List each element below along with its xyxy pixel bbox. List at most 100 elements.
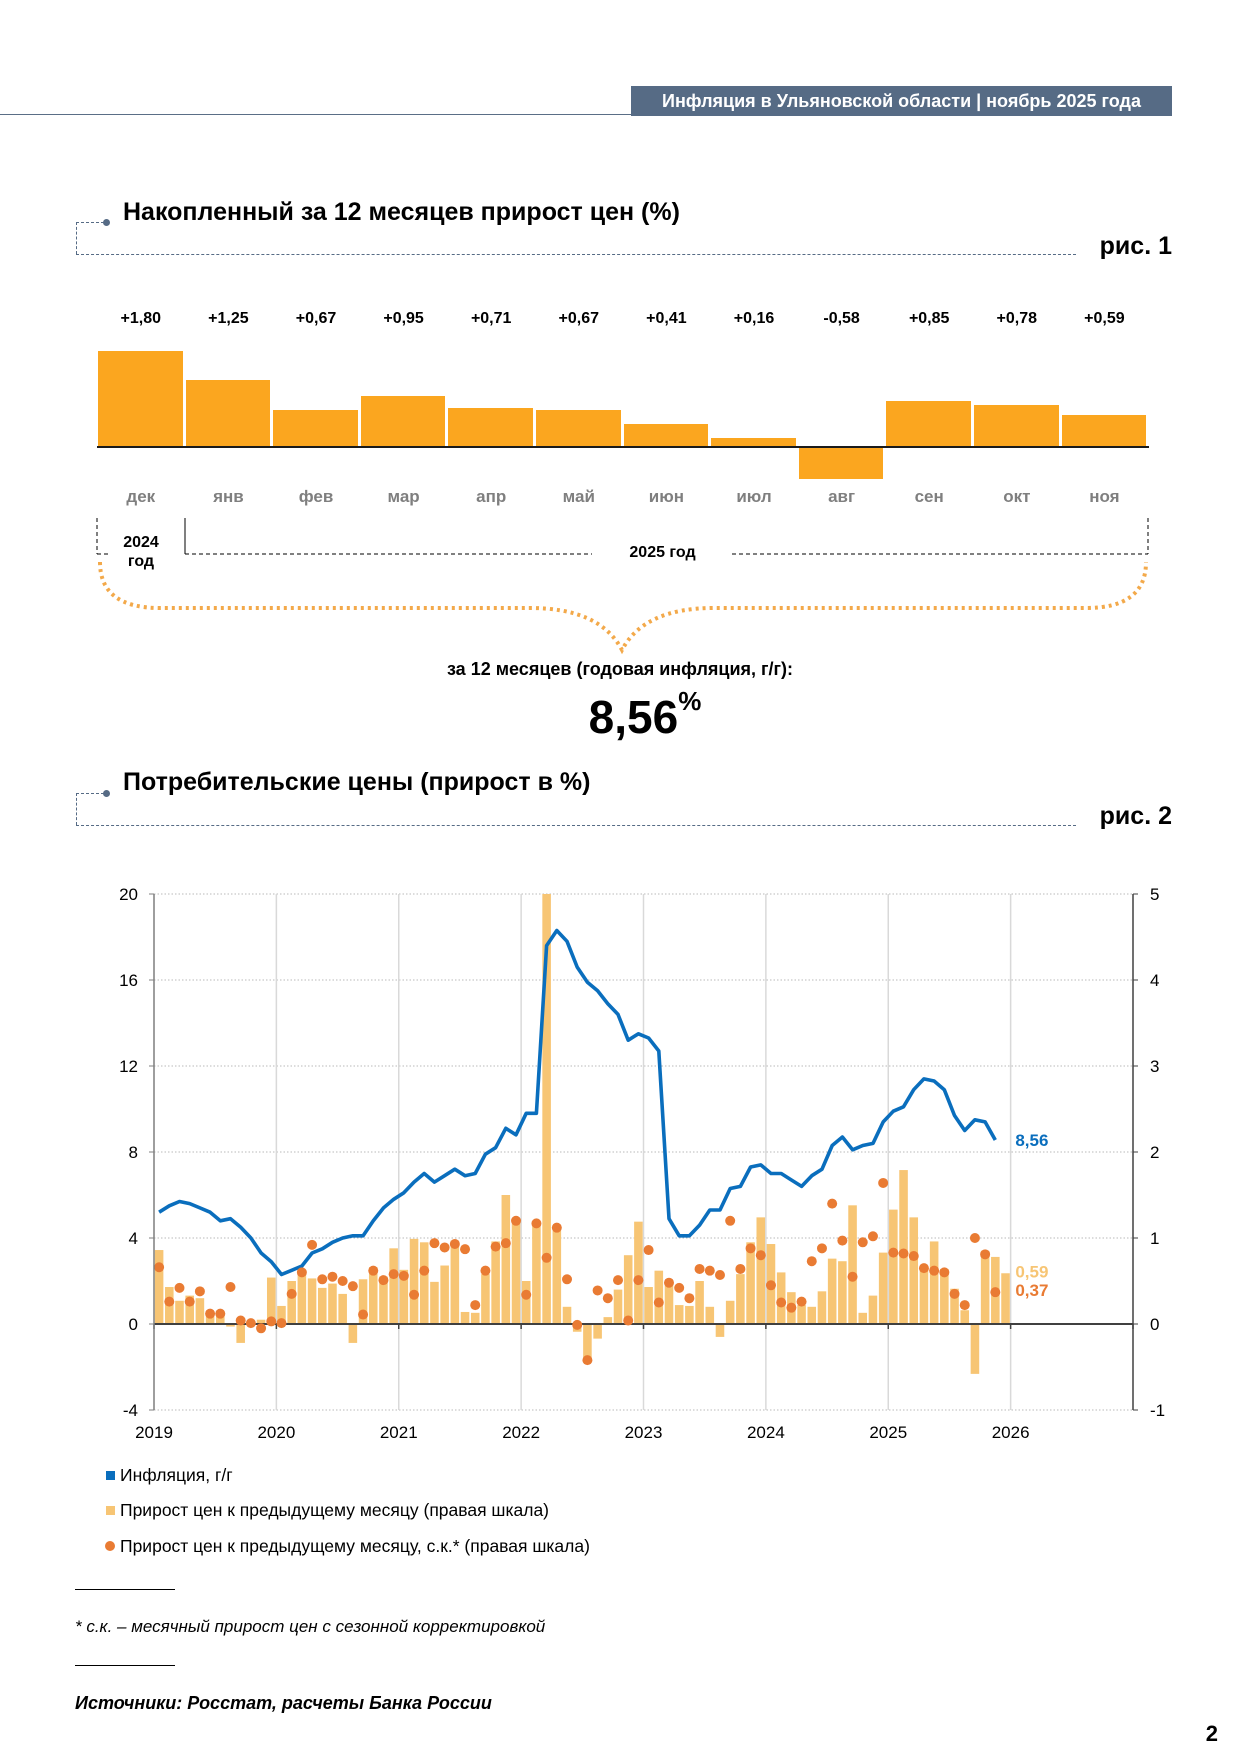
mom-sa-dot <box>786 1302 797 1313</box>
brace-icon <box>98 561 1148 655</box>
legend-square-icon <box>106 1506 115 1515</box>
mom-bar <box>603 1317 613 1324</box>
figure1-month-label: фев <box>298 487 334 506</box>
mom-sa-dot <box>939 1267 950 1278</box>
mom-sa-dot <box>194 1286 205 1297</box>
mom-sa-dot <box>531 1218 542 1229</box>
mom-bar <box>623 1255 633 1324</box>
mom-bar <box>685 1305 694 1324</box>
mom-bar <box>613 1289 623 1324</box>
mom-sa-dot <box>154 1262 165 1273</box>
mom-sa-dot <box>857 1237 868 1248</box>
year-2025-label: 2025 год <box>629 544 696 561</box>
mom-sa-end-label: 0,37 <box>1015 1281 1048 1300</box>
legend-square-icon <box>106 1471 115 1480</box>
mom-sa-dot <box>215 1308 226 1319</box>
mom-sa-dot <box>378 1275 389 1286</box>
mom-sa-dot <box>286 1288 297 1299</box>
legend-label: Прирост цен к предыдущему месяцу, с.к.* … <box>120 1536 590 1556</box>
mom-sa-dot <box>562 1274 573 1285</box>
right-tick-label: 0 <box>1150 1315 1159 1334</box>
year-2024-text: 2024 год <box>123 534 159 570</box>
mom-sa-dot <box>704 1265 715 1276</box>
mom-bar <box>807 1306 817 1324</box>
mom-bar <box>450 1240 460 1324</box>
mom-bar <box>644 1287 653 1324</box>
annual-value: 8,56% <box>0 686 1240 744</box>
mom-sa-dot <box>266 1316 277 1327</box>
mom-sa-dot <box>918 1263 929 1274</box>
mom-bar <box>756 1217 766 1324</box>
mom-bar <box>460 1311 470 1324</box>
page-number: 2 <box>1205 1721 1218 1746</box>
legend-label: Прирост цен к предыдущему месяцу (правая… <box>120 1500 550 1520</box>
mom-sa-dot <box>429 1238 440 1249</box>
header-title: Инфляция в Ульяновской области | ноябрь … <box>631 86 1172 116</box>
mom-bar <box>297 1271 307 1324</box>
figure1-value-label: -0,58 <box>823 310 860 327</box>
mom-bar <box>919 1266 929 1324</box>
mom-bar <box>674 1305 684 1324</box>
section-bracket <box>76 222 77 254</box>
mom-sa-dot <box>398 1270 409 1281</box>
figure1-baseline <box>97 446 1149 448</box>
footnote-rule <box>75 1589 175 1590</box>
section-bracket-top <box>76 222 104 223</box>
figure1-month-label: май <box>562 487 595 506</box>
mom-bar <box>409 1238 419 1324</box>
mom-bar <box>797 1305 806 1324</box>
figure1-month-label: окт <box>1003 487 1031 506</box>
x-tick-label: 2021 <box>380 1423 418 1442</box>
mom-sa-dot <box>806 1256 817 1267</box>
legend-item-inflation: Инфляция, г/г <box>106 1465 233 1486</box>
figure1-value-label: +0,67 <box>295 310 337 327</box>
mom-bar <box>328 1283 337 1324</box>
figure1-bar-дек <box>98 350 183 446</box>
right-tick-label: 5 <box>1150 885 1159 904</box>
figure1-month-label: сен <box>914 487 944 506</box>
mom-sa-dot <box>490 1241 501 1252</box>
mom-sa-dot <box>337 1276 348 1286</box>
mom-sa-dot <box>735 1263 746 1274</box>
figure1-value-label: +1,25 <box>208 310 249 327</box>
section-bracket <box>76 793 77 825</box>
section-bullet-icon <box>103 790 110 797</box>
mom-bar <box>858 1312 868 1324</box>
mom-sa-dot <box>990 1287 1001 1298</box>
mom-sa-dot <box>582 1355 593 1366</box>
left-tick-label: 16 <box>119 971 138 990</box>
right-tick-label: 3 <box>1150 1057 1159 1076</box>
mom-bar <box>960 1310 970 1324</box>
mom-sa-dot <box>164 1296 175 1307</box>
mom-bar <box>521 1281 531 1324</box>
mom-sa-dot <box>969 1233 980 1243</box>
mom-sa-dot <box>184 1296 195 1307</box>
mom-bar <box>909 1217 919 1324</box>
mom-bar <box>715 1324 725 1337</box>
mom-bar <box>368 1267 378 1324</box>
mom-sa-dot <box>623 1315 634 1326</box>
figure1-value-label: +1,80 <box>120 310 162 327</box>
footnote: * с.к. – месячный прирост цен с сезонной… <box>75 1617 546 1636</box>
mom-sa-dot <box>755 1250 766 1261</box>
mom-bar <box>552 1225 562 1324</box>
left-tick-label: 8 <box>129 1143 138 1162</box>
year-2024-label: 2024 год <box>105 533 177 571</box>
mom-bar <box>277 1305 286 1324</box>
mom-bar <box>491 1241 500 1324</box>
inflation-end-label: 8,56 <box>1015 1131 1048 1150</box>
x-tick-label: 2022 <box>502 1423 540 1442</box>
left-tick-label: 0 <box>129 1315 138 1334</box>
mom-sa-dot <box>867 1231 878 1242</box>
figure1-bar-сен <box>886 400 971 446</box>
mom-bar <box>175 1300 184 1324</box>
mom-bar <box>736 1274 745 1324</box>
mom-bar <box>746 1242 755 1324</box>
figure1-month-label: июл <box>736 487 772 506</box>
mom-sa-dot <box>796 1296 807 1307</box>
mom-bar <box>593 1324 602 1339</box>
mom-bar <box>695 1281 704 1324</box>
x-tick-label: 2026 <box>992 1423 1030 1442</box>
figure1-value-label: +0,59 <box>1084 310 1125 327</box>
